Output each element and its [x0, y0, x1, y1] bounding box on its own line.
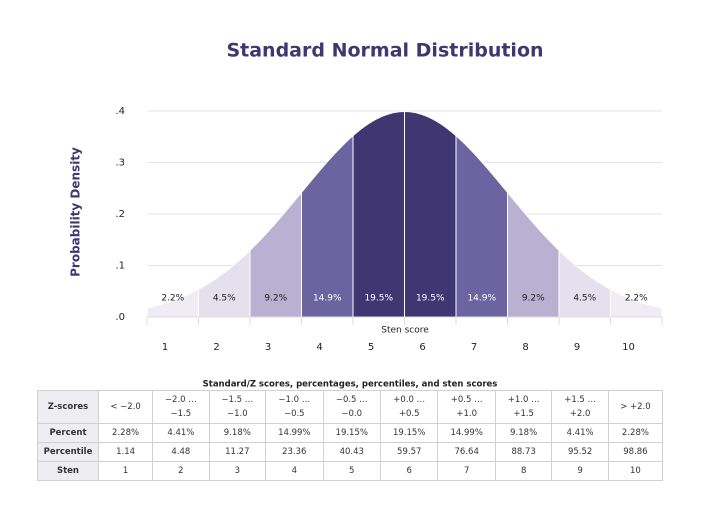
- value-label: 4.5%: [213, 294, 236, 304]
- table-row: Percentile 1.14 4.48 11.27 23.36 40.43 59.57 76…: [37, 442, 664, 462]
- table-cell: +0.5 … +1.0: [437, 390, 496, 424]
- row-header: Percent: [37, 423, 99, 443]
- segment: [146, 288, 199, 318]
- x-tick-label: 7: [471, 342, 477, 353]
- x-tick-label: 4: [316, 342, 322, 353]
- table-cell: 76.64: [437, 442, 496, 462]
- segment: [455, 134, 508, 318]
- value-label: 2.2%: [625, 294, 648, 304]
- table-row: Percent 2.28% 4.41% 9.18% 14.99% 19.15% 19.15%…: [37, 423, 664, 443]
- table-cell: > +2.0: [607, 390, 664, 424]
- table-cell: 9.18%: [208, 423, 267, 443]
- y-axis-label: Probability Density: [69, 147, 83, 277]
- table-row: Sten 1 2 3 4 5 6 7 8 9 10: [37, 461, 664, 481]
- table-cell: 2.28%: [97, 423, 154, 443]
- segment: [301, 134, 354, 318]
- x-tick-label: 1: [162, 342, 168, 353]
- x-axis-label: Sten score: [381, 326, 429, 336]
- segment: [249, 191, 302, 318]
- x-tick-label: 10: [622, 342, 635, 353]
- table-caption: Standard/Z scores, percentages, percenti…: [203, 380, 498, 390]
- x-tick-label: 6: [419, 342, 425, 353]
- table-cell: −0.5 … −0.0: [322, 390, 381, 424]
- table-cell: 2: [152, 461, 210, 481]
- value-label: 19.5%: [416, 294, 445, 304]
- table-cell: 10: [607, 461, 664, 481]
- table-cell: 95.52: [551, 442, 609, 462]
- table-cell: 59.57: [379, 442, 439, 462]
- table-cell: 4: [265, 461, 324, 481]
- segment: [610, 288, 663, 318]
- table-cell: 1.14: [97, 442, 154, 462]
- table-row: Z-scores < −2.0 −2.0 … −1.5 −1.5 … −1.0 −1.0…: [37, 390, 664, 424]
- table-cell: 19.15%: [322, 423, 381, 443]
- segment: [198, 249, 251, 318]
- table-cell: +1.0 … +1.5: [494, 390, 553, 424]
- segment: [404, 111, 457, 318]
- segment: [507, 191, 560, 318]
- table-cell: −1.5 … −1.0: [208, 390, 267, 424]
- table-cell: 14.99%: [265, 423, 324, 443]
- y-tick-label: .3: [115, 158, 125, 169]
- value-label: 9.2%: [522, 294, 545, 304]
- value-label: 14.9%: [313, 294, 342, 304]
- table-cell: 8: [494, 461, 553, 481]
- table-cell: 1: [97, 461, 154, 481]
- y-tick-label: .0: [115, 312, 125, 323]
- table-cell: 11.27: [208, 442, 267, 462]
- segment: [558, 249, 611, 318]
- table-cell: 88.73: [494, 442, 553, 462]
- table-cell: +0.0 … +0.5: [379, 390, 439, 424]
- y-tick-label: .1: [115, 261, 125, 272]
- table-cell: 40.43: [322, 442, 381, 462]
- value-label: 2.2%: [161, 294, 184, 304]
- row-header: Percentile: [37, 442, 99, 462]
- x-tick-label: 8: [522, 342, 528, 353]
- table-cell: +1.5 … +2.0: [551, 390, 609, 424]
- chart-title: Standard Normal Distribution: [226, 40, 543, 62]
- x-tick-label: 9: [574, 342, 580, 353]
- table-cell: 4.48: [152, 442, 210, 462]
- value-label: 19.5%: [364, 294, 393, 304]
- x-tick-label: 3: [265, 342, 271, 353]
- table-cell: 9.18%: [494, 423, 553, 443]
- y-tick-label: .4: [115, 106, 125, 117]
- y-tick-label: .2: [115, 209, 125, 220]
- row-header: Sten: [37, 461, 99, 481]
- table-cell: 6: [379, 461, 439, 481]
- table-cell: −2.0 … −1.5: [152, 390, 210, 424]
- table-cell: 5: [322, 461, 381, 481]
- table-cell: 23.36: [265, 442, 324, 462]
- chart: Standard Normal Distribution Probability…: [69, 40, 663, 390]
- table-cell: 98.86: [607, 442, 664, 462]
- x-tick-label: 2: [213, 342, 219, 353]
- table-cell: 4.41%: [551, 423, 609, 443]
- x-tick-label: 5: [368, 342, 374, 353]
- row-header: Z-scores: [37, 390, 99, 424]
- table-cell: 14.99%: [437, 423, 496, 443]
- table-cell: 7: [437, 461, 496, 481]
- score-table: Z-scores < −2.0 −2.0 … −1.5 −1.5 … −1.0 −1.0…: [37, 390, 664, 481]
- table-cell: −1.0 … −0.5: [265, 390, 324, 424]
- table-cell: 2.28%: [607, 423, 664, 443]
- table-cell: < −2.0: [97, 390, 154, 424]
- value-label: 9.2%: [264, 294, 287, 304]
- value-label: 4.5%: [573, 294, 596, 304]
- table-cell: 3: [208, 461, 267, 481]
- table-cell: 19.15%: [379, 423, 439, 443]
- segment: [352, 111, 405, 318]
- value-label: 14.9%: [467, 294, 496, 304]
- table-cell: 9: [551, 461, 609, 481]
- table-cell: 4.41%: [152, 423, 210, 443]
